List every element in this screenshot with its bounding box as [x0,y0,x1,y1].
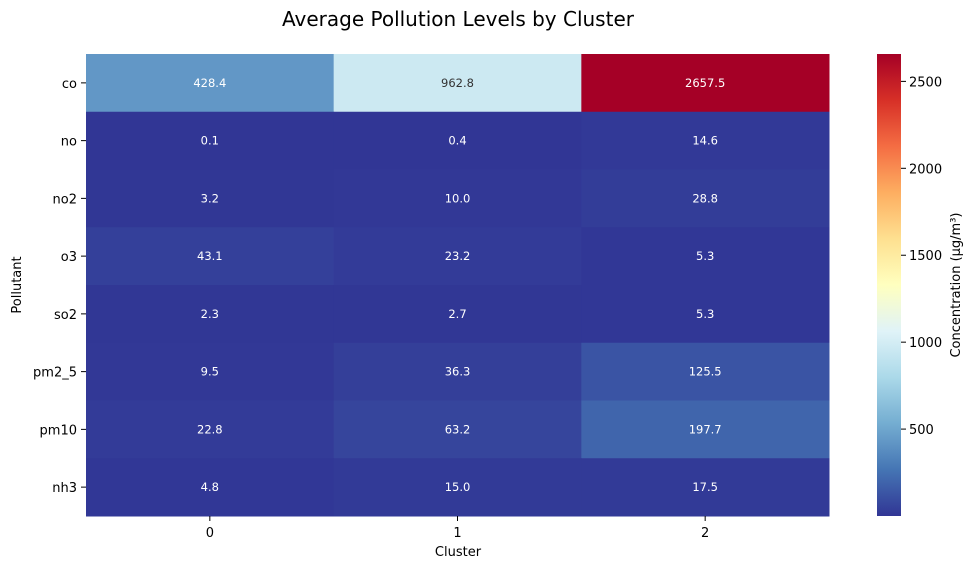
x-tick-label: 0 [206,526,214,541]
colorbar-tick-label: 500 [909,423,934,438]
colorbar: 500 1000 1500 2000 2500 [877,54,942,516]
heatmap-cell [86,227,335,286]
heatmap-cell [333,111,582,170]
y-tick-label: co [62,77,77,92]
cell-value-label: 9.5 [201,365,219,379]
x-axis-label: Cluster [435,545,482,560]
y-tick-label: pm2_5 [33,366,77,381]
heatmap-cell [86,458,335,517]
heatmap-cell [581,342,830,401]
heatmap-cell-labels: 428.4 962.8 2657.5 0.1 0.4 14.6 3.2 10.0 28.8 43.… [193,76,725,494]
cell-value-label: 0.4 [448,134,466,148]
heatmap-cell [581,400,830,459]
cell-value-label: 14.6 [692,134,718,148]
y-axis-ticks: co no no2 o3 so2 pm2_5 pm10 nh3 [33,77,86,496]
cell-value-label: 2.7 [448,307,466,321]
x-axis-ticks: 0 1 2 [206,516,709,541]
cell-value-label: 36.3 [445,365,471,379]
cell-value-label: 28.8 [692,191,718,205]
chart-title: Average Pollution Levels by Cluster [282,7,635,31]
y-tick-label: nh3 [52,481,77,496]
colorbar-tick-label: 2000 [909,162,942,177]
cell-value-label: 2.3 [201,307,219,321]
heatmap-cell [333,342,582,401]
heatmap-cell [86,54,335,113]
colorbar-ticks: 500 1000 1500 2000 2500 [901,75,942,438]
colorbar-tick-label: 2500 [909,75,942,90]
colorbar-label: Concentration (μg/m³) [949,212,964,357]
y-tick-label: o3 [61,250,77,265]
y-axis-label: Pollutant [10,256,25,313]
heatmap-cell [86,285,335,344]
cell-value-label: 962.8 [441,76,474,90]
y-tick-label: pm10 [40,423,77,438]
cell-value-label: 22.8 [197,422,223,436]
heatmap-cell [86,169,335,228]
heatmap-cell [86,342,335,401]
heatmap-cell [581,54,830,113]
heatmap-cell [581,111,830,170]
heatmap-cell [333,54,582,113]
heatmap-cell [86,400,335,459]
heatmap-cell [581,458,830,517]
cell-value-label: 4.8 [201,480,219,494]
cell-value-label: 10.0 [445,191,471,205]
cell-value-label: 3.2 [201,191,219,205]
y-tick-label: so2 [54,308,77,323]
cell-value-label: 15.0 [445,480,471,494]
cell-value-label: 197.7 [689,422,722,436]
heatmap-cell [333,227,582,286]
x-tick-label: 1 [453,526,461,541]
heatmap-cell [581,285,830,344]
cell-value-label: 0.1 [201,134,219,148]
x-tick-label: 2 [701,526,709,541]
cell-value-label: 63.2 [445,422,471,436]
heatmap-cells [86,54,830,517]
cell-value-label: 428.4 [193,76,226,90]
heatmap-cell [581,227,830,286]
colorbar-tick-label: 1000 [909,336,942,351]
cell-value-label: 23.2 [445,249,471,263]
heatmap-cell [333,400,582,459]
heatmap-cell [581,169,830,228]
cell-value-label: 43.1 [197,249,223,263]
cell-value-label: 5.3 [696,307,714,321]
colorbar-tick-label: 1500 [909,249,942,264]
y-tick-label: no [61,135,77,150]
colorbar-gradient [877,54,901,516]
heatmap-cell [86,111,335,170]
cell-value-label: 5.3 [696,249,714,263]
heatmap-cell [333,458,582,517]
heatmap-cell [333,285,582,344]
cell-value-label: 125.5 [689,365,722,379]
cell-value-label: 2657.5 [685,76,725,90]
heatmap-cell [333,169,582,228]
y-tick-label: no2 [53,192,77,207]
cell-value-label: 17.5 [692,480,718,494]
